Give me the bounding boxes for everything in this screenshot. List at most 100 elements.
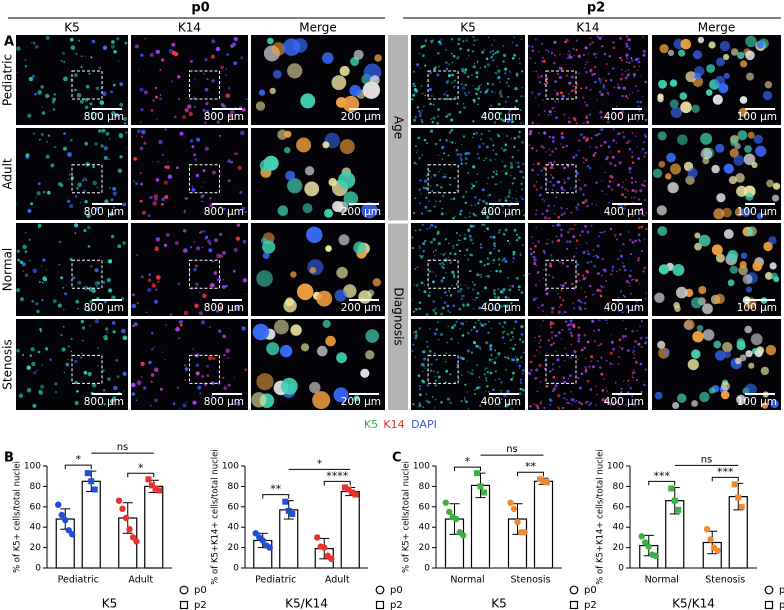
cell xyxy=(598,132,601,135)
cell xyxy=(411,98,414,101)
cell xyxy=(638,116,640,119)
cell xyxy=(361,202,378,219)
cell xyxy=(575,224,577,226)
cell xyxy=(228,113,233,118)
cell xyxy=(109,138,111,140)
cell xyxy=(465,191,468,193)
cell xyxy=(492,149,495,151)
cell xyxy=(633,76,636,78)
cell xyxy=(421,254,424,258)
cell xyxy=(204,121,207,125)
cell xyxy=(578,386,582,390)
cell xyxy=(227,159,232,164)
cell xyxy=(493,308,496,311)
cell xyxy=(550,323,552,326)
cell xyxy=(637,60,641,64)
cell xyxy=(416,150,419,152)
cell xyxy=(302,203,313,214)
cell xyxy=(677,134,688,145)
cell xyxy=(547,338,551,342)
cell xyxy=(284,130,292,138)
cell xyxy=(266,342,280,356)
cell xyxy=(585,86,588,89)
cell xyxy=(723,163,734,174)
cell xyxy=(31,42,33,44)
cell xyxy=(37,223,42,228)
cell xyxy=(195,282,199,286)
cell xyxy=(694,242,702,251)
cell xyxy=(435,358,438,361)
cell xyxy=(464,68,468,72)
cell xyxy=(560,228,563,231)
cell xyxy=(556,239,559,243)
cell xyxy=(461,357,465,361)
cell xyxy=(571,282,574,286)
cell xyxy=(446,294,448,297)
cell xyxy=(715,143,725,153)
legend-marker xyxy=(764,600,774,610)
cell xyxy=(495,269,498,273)
cell xyxy=(520,182,523,185)
cell xyxy=(470,204,473,207)
cell xyxy=(589,88,592,91)
cell xyxy=(620,78,623,80)
cell xyxy=(77,280,82,285)
cell xyxy=(94,142,98,146)
cell xyxy=(635,300,638,303)
cell xyxy=(772,194,779,202)
cell xyxy=(422,186,426,190)
cell xyxy=(245,293,248,296)
data-point xyxy=(321,544,328,551)
scale-bar-label: 400 µm xyxy=(604,396,644,408)
cell xyxy=(538,241,541,244)
scale-bar-label: 800 µm xyxy=(84,111,124,123)
cell xyxy=(521,340,525,344)
cell xyxy=(296,137,312,153)
micrograph: 400 µm xyxy=(411,128,525,220)
cell xyxy=(545,81,549,85)
legend-marker xyxy=(375,600,385,610)
cell xyxy=(542,277,544,280)
cell xyxy=(432,103,435,106)
cell xyxy=(167,161,169,163)
cell xyxy=(631,161,635,164)
cell xyxy=(492,388,495,392)
cell xyxy=(447,325,449,327)
data-point xyxy=(638,533,645,540)
cell xyxy=(155,95,158,99)
cell xyxy=(477,97,480,100)
cell xyxy=(193,268,197,272)
cell xyxy=(538,341,541,344)
cell xyxy=(122,241,126,245)
cell xyxy=(547,161,550,164)
cell xyxy=(191,145,195,149)
cell xyxy=(764,81,773,89)
cell xyxy=(467,230,471,233)
cell xyxy=(640,249,644,253)
cell xyxy=(510,162,513,165)
cell xyxy=(594,341,597,344)
cell xyxy=(490,44,493,46)
cell xyxy=(67,152,72,157)
cell xyxy=(460,297,463,300)
cell xyxy=(574,401,577,403)
cell xyxy=(485,341,489,345)
cell xyxy=(456,243,459,247)
legend-label: p2 xyxy=(390,600,403,610)
cell xyxy=(584,307,586,310)
cell xyxy=(593,72,596,76)
cell xyxy=(577,333,581,337)
data-point xyxy=(88,478,95,485)
cell xyxy=(512,250,516,254)
cell xyxy=(550,165,554,168)
cell xyxy=(611,267,614,270)
cell xyxy=(566,401,569,404)
cell xyxy=(504,72,507,75)
cell xyxy=(607,72,610,75)
cell xyxy=(91,383,97,388)
cell xyxy=(427,210,429,212)
cell xyxy=(26,387,32,393)
cell xyxy=(472,84,474,86)
cell xyxy=(705,89,713,96)
cell xyxy=(551,240,554,243)
